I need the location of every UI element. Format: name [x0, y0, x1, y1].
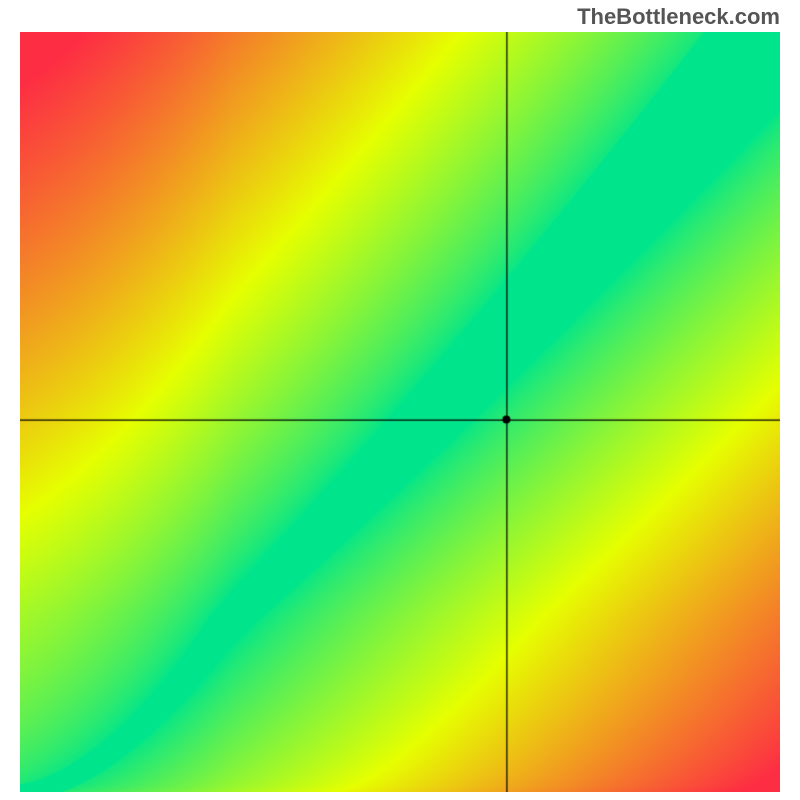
plot-area [20, 32, 780, 792]
watermark-text: TheBottleneck.com [577, 4, 780, 30]
heatmap-canvas [20, 32, 780, 792]
chart-container: TheBottleneck.com [0, 0, 800, 800]
